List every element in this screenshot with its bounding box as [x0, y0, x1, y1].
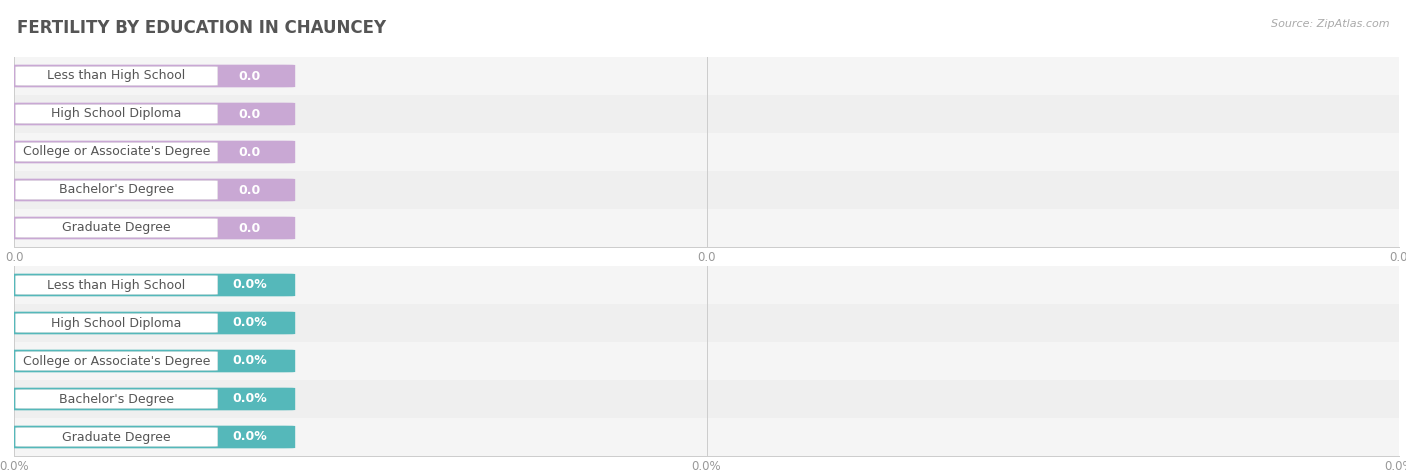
FancyBboxPatch shape	[6, 426, 295, 448]
Text: 0.0: 0.0	[239, 107, 260, 121]
Bar	[14, 57, 1399, 95]
FancyBboxPatch shape	[6, 141, 295, 163]
FancyBboxPatch shape	[6, 350, 295, 372]
Bar	[14, 209, 1399, 247]
FancyBboxPatch shape	[15, 276, 218, 294]
Text: 0.0%: 0.0%	[232, 430, 267, 444]
Text: High School Diploma: High School Diploma	[52, 316, 181, 330]
Bar	[14, 418, 1399, 456]
FancyBboxPatch shape	[6, 179, 295, 201]
Text: 0.0%: 0.0%	[232, 392, 267, 406]
FancyBboxPatch shape	[6, 388, 295, 410]
Bar	[14, 133, 1399, 171]
FancyBboxPatch shape	[6, 312, 295, 334]
Text: FERTILITY BY EDUCATION IN CHAUNCEY: FERTILITY BY EDUCATION IN CHAUNCEY	[17, 19, 387, 37]
Text: 0.0%: 0.0%	[232, 354, 267, 368]
Text: Bachelor's Degree: Bachelor's Degree	[59, 183, 174, 197]
Text: Graduate Degree: Graduate Degree	[62, 221, 172, 235]
Text: High School Diploma: High School Diploma	[52, 107, 181, 121]
Text: 0.0: 0.0	[239, 69, 260, 83]
FancyBboxPatch shape	[6, 274, 295, 296]
Bar	[14, 266, 1399, 304]
FancyBboxPatch shape	[6, 103, 295, 125]
Text: 0.0%: 0.0%	[232, 316, 267, 330]
Text: 0.0: 0.0	[239, 221, 260, 235]
FancyBboxPatch shape	[15, 428, 218, 446]
FancyBboxPatch shape	[6, 65, 295, 87]
Bar	[14, 95, 1399, 133]
FancyBboxPatch shape	[15, 142, 218, 162]
Bar	[14, 380, 1399, 418]
FancyBboxPatch shape	[15, 352, 218, 370]
Text: Graduate Degree: Graduate Degree	[62, 430, 172, 444]
Bar	[14, 304, 1399, 342]
Text: Source: ZipAtlas.com: Source: ZipAtlas.com	[1271, 19, 1389, 29]
FancyBboxPatch shape	[15, 314, 218, 332]
Bar	[14, 171, 1399, 209]
Text: Less than High School: Less than High School	[48, 278, 186, 292]
FancyBboxPatch shape	[15, 104, 218, 124]
FancyBboxPatch shape	[15, 66, 218, 85]
Text: College or Associate's Degree: College or Associate's Degree	[22, 145, 211, 159]
Text: 0.0: 0.0	[239, 145, 260, 159]
Text: 0.0%: 0.0%	[232, 278, 267, 292]
FancyBboxPatch shape	[15, 218, 218, 238]
FancyBboxPatch shape	[15, 180, 218, 200]
Text: Bachelor's Degree: Bachelor's Degree	[59, 392, 174, 406]
Text: College or Associate's Degree: College or Associate's Degree	[22, 354, 211, 368]
FancyBboxPatch shape	[15, 390, 218, 408]
Text: Less than High School: Less than High School	[48, 69, 186, 83]
Bar	[14, 342, 1399, 380]
FancyBboxPatch shape	[6, 217, 295, 239]
Text: 0.0: 0.0	[239, 183, 260, 197]
